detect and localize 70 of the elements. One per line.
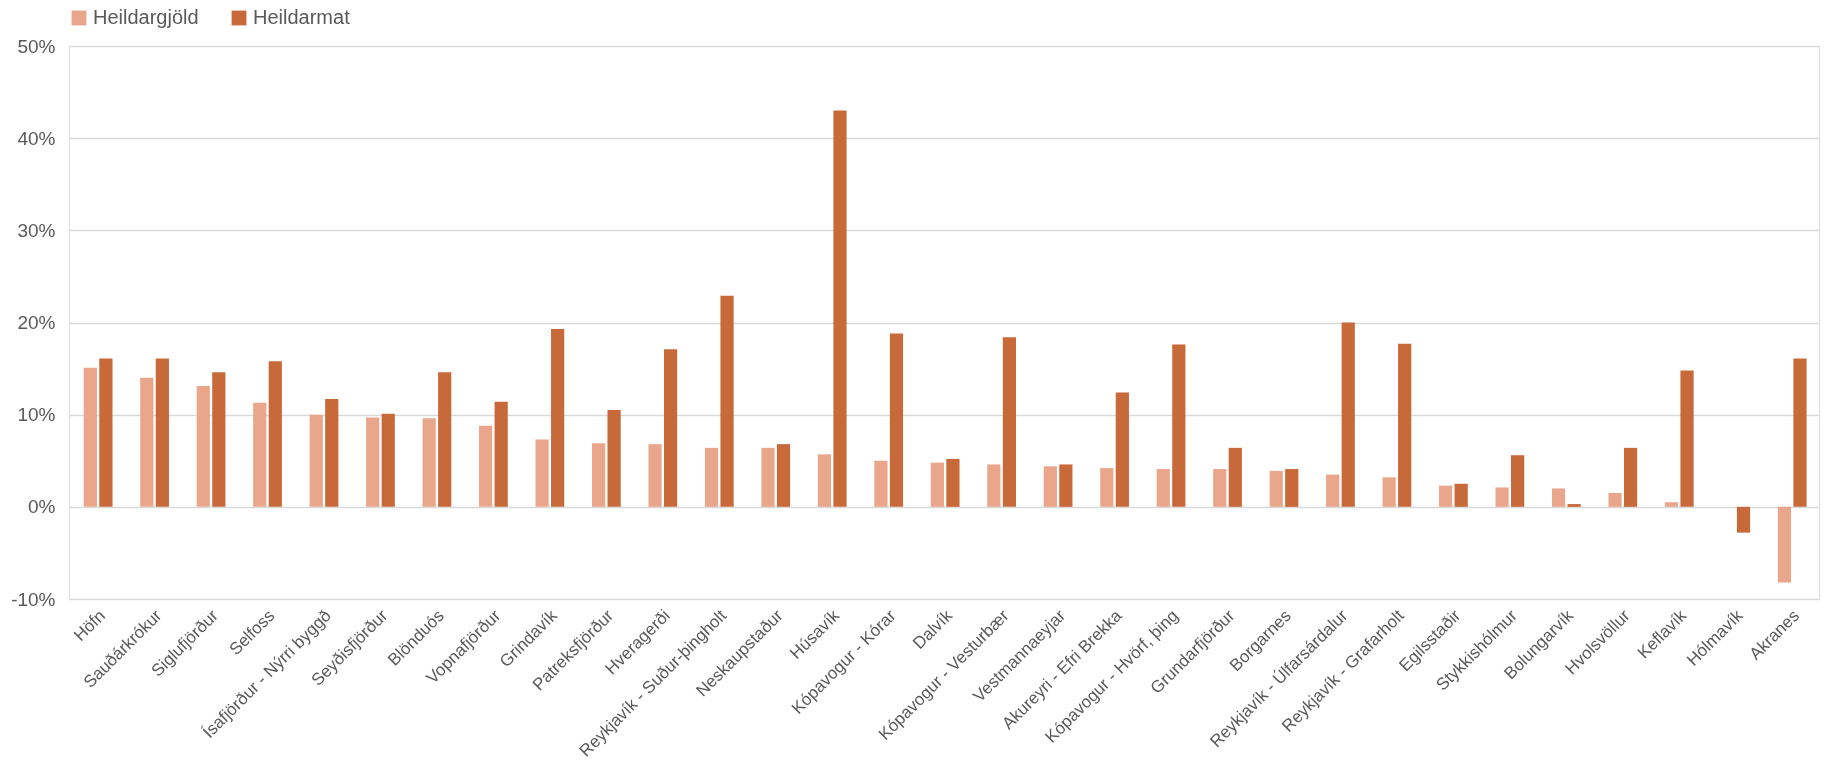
bar (196, 386, 210, 507)
bar (1172, 344, 1186, 507)
bar (663, 349, 678, 507)
bar (1326, 474, 1340, 507)
bar (551, 328, 565, 507)
bar (607, 410, 621, 507)
y-tick-label: -10% (11, 588, 56, 610)
bar (1043, 466, 1057, 507)
bar (761, 447, 775, 507)
bar (1608, 493, 1622, 507)
bar (591, 443, 606, 507)
bar (1269, 470, 1283, 507)
bar (930, 462, 944, 507)
bar (1454, 483, 1468, 507)
bar (1439, 485, 1453, 507)
bar (253, 402, 267, 507)
bar (1777, 506, 1792, 583)
bar (1100, 468, 1114, 507)
bar (1793, 358, 1807, 507)
bar (366, 417, 380, 507)
bar (987, 464, 1001, 507)
y-tick-label: 30% (17, 219, 56, 241)
bar (833, 110, 847, 507)
bar (1680, 370, 1694, 507)
bar (325, 399, 339, 507)
bar (1495, 487, 1509, 507)
legend-label: Heildarmat (253, 6, 351, 28)
bar (946, 458, 960, 507)
bar (83, 367, 97, 507)
legend-label: Heildargjöld (93, 6, 199, 28)
y-tick-label: 10% (17, 404, 56, 426)
bar (1398, 343, 1412, 507)
bar (535, 439, 549, 507)
bar (1213, 469, 1227, 507)
bar (1736, 506, 1751, 533)
bar (140, 377, 154, 507)
bar (1059, 464, 1073, 507)
bar (422, 418, 436, 507)
bar (268, 361, 282, 507)
bar (1511, 455, 1525, 507)
bar (1567, 504, 1581, 507)
bar (1341, 322, 1355, 507)
bar (1115, 392, 1129, 507)
bar (776, 444, 791, 507)
bar (494, 401, 508, 507)
y-tick-label: 50% (17, 35, 56, 57)
bar (381, 413, 395, 507)
bar (720, 295, 734, 507)
bar (874, 460, 888, 507)
bar (309, 414, 323, 507)
bar (1664, 502, 1679, 507)
bar (438, 372, 452, 507)
bar (889, 333, 904, 507)
bar (1551, 488, 1566, 507)
y-tick-label: 40% (17, 127, 56, 149)
bar (1623, 447, 1638, 507)
bar (1156, 469, 1170, 507)
bar (1285, 469, 1299, 507)
bar (155, 358, 169, 507)
bar (648, 444, 662, 507)
bar (1228, 447, 1242, 507)
bar (1002, 337, 1016, 507)
bar (1382, 477, 1396, 507)
bar (212, 372, 226, 507)
y-tick-label: 20% (17, 312, 56, 333)
y-tick-label: 0% (28, 496, 56, 518)
bar (99, 358, 113, 507)
bar (479, 425, 493, 507)
bar (704, 447, 719, 507)
bar (817, 454, 832, 507)
